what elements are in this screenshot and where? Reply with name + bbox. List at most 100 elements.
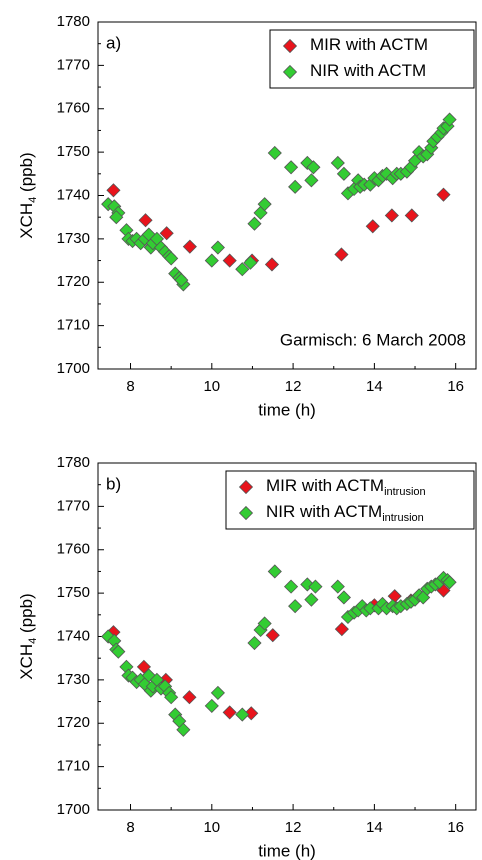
y-axis-label-main: XCH — [17, 644, 36, 680]
data-point — [257, 616, 272, 631]
x-tick-label: 14 — [366, 378, 383, 395]
y-tick-label: 1700 — [57, 801, 90, 818]
y-tick-label: 1780 — [57, 13, 90, 30]
data-point — [334, 622, 349, 637]
y-axis-label-unit: (ppb) — [17, 152, 36, 196]
y-tick-label: 1710 — [57, 758, 90, 775]
y-axis-label: XCH4 (ppb) — [17, 152, 38, 238]
data-point — [222, 705, 237, 720]
y-axis-label-sub: 4 — [27, 638, 39, 644]
data-point — [442, 112, 457, 127]
data-point — [210, 240, 225, 255]
data-point — [265, 628, 280, 643]
x-tick-label: 12 — [285, 819, 302, 836]
legend-label: MIR with ACTM — [310, 35, 428, 54]
y-tick-label: 1770 — [57, 497, 90, 514]
data-point — [308, 579, 323, 594]
x-axis-label: time (h) — [258, 841, 316, 860]
data-point — [182, 239, 197, 254]
data-point — [442, 575, 457, 590]
data-point — [243, 255, 258, 270]
data-point — [288, 599, 303, 614]
legend: MIR with ACTM NIR with ACTM — [269, 29, 475, 89]
legend-label: NIR with ACTM — [310, 61, 426, 80]
data-point — [222, 253, 237, 268]
y-tick-label: 1780 — [57, 454, 90, 471]
legend-marker — [282, 38, 298, 54]
data-point — [106, 183, 121, 198]
data-point — [336, 590, 351, 605]
panel-label: a) — [106, 33, 121, 52]
data-point — [306, 160, 321, 175]
data-point — [283, 160, 299, 175]
data-point — [257, 197, 272, 212]
y-tick-label: 1700 — [57, 360, 90, 377]
data-point — [109, 210, 124, 225]
data-point — [300, 577, 315, 592]
data-point — [436, 187, 451, 202]
data-point — [267, 564, 282, 579]
data-point — [164, 690, 179, 705]
x-axis-label: time (h) — [258, 400, 316, 419]
y-tick-label: 1750 — [57, 143, 90, 160]
y-tick-label: 1730 — [57, 230, 90, 247]
panel-label: b) — [106, 474, 121, 493]
y-tick-label: 1720 — [57, 273, 90, 290]
data-point — [384, 208, 399, 223]
y-tick-label: 1770 — [57, 56, 90, 73]
legend-name: MIR with ACTM — [266, 476, 384, 495]
data-point — [283, 579, 299, 594]
legend-frame — [269, 29, 475, 89]
legend-name: NIR with ACTM — [310, 61, 426, 80]
legend-name-sub: intrusion — [384, 486, 426, 498]
x-tick-label: 8 — [126, 378, 134, 395]
data-point — [174, 273, 189, 288]
data-point — [176, 722, 191, 737]
panel: 1700 1710 1720 1730 1740 1750 1760 1770 1780 8 10 1… — [17, 454, 477, 860]
data-point — [204, 698, 219, 713]
data-point — [334, 247, 349, 262]
data-point — [336, 166, 351, 181]
y-tick-label: 1720 — [57, 714, 90, 731]
y-axis-label: XCH4 (ppb) — [17, 593, 38, 679]
data-point — [304, 592, 319, 607]
legend-label: NIR with ACTMintrusion — [266, 502, 424, 523]
y-axis-label-main: XCH — [17, 203, 36, 239]
legend-marker — [238, 479, 254, 495]
y-tick-label: 1760 — [57, 541, 90, 558]
data-point — [247, 216, 262, 231]
legend-name: MIR with ACTM — [310, 35, 428, 54]
data-point — [204, 253, 219, 268]
legend-name-sub: intrusion — [382, 512, 424, 524]
data-point — [247, 635, 262, 651]
data-point — [267, 145, 282, 161]
y-tick-label: 1730 — [57, 671, 90, 688]
data-point — [235, 262, 250, 277]
data-point — [235, 707, 250, 722]
data-point — [288, 179, 303, 194]
annotation: Garmisch: 6 March 2008 — [280, 330, 466, 349]
data-point — [244, 706, 259, 721]
data-point — [304, 173, 319, 188]
data-point — [210, 685, 225, 700]
x-tick-label: 8 — [126, 819, 134, 836]
data-point — [330, 155, 345, 171]
data-point — [182, 690, 197, 705]
data-point — [111, 644, 126, 659]
x-tick-label: 10 — [203, 378, 220, 395]
x-tick-label: 16 — [447, 819, 464, 836]
x-tick-label: 12 — [285, 378, 302, 395]
y-tick-label: 1750 — [57, 584, 90, 601]
data-point — [404, 208, 419, 223]
y-axis-label-sub: 4 — [27, 197, 39, 203]
data-point — [330, 579, 345, 594]
y-tick-label: 1740 — [57, 627, 90, 644]
legend-name: NIR with ACTM — [266, 502, 382, 521]
y-tick-label: 1740 — [57, 186, 90, 203]
legend-label: MIR with ACTMintrusion — [266, 476, 426, 497]
data-point — [379, 166, 394, 181]
legend-frame — [225, 470, 475, 530]
